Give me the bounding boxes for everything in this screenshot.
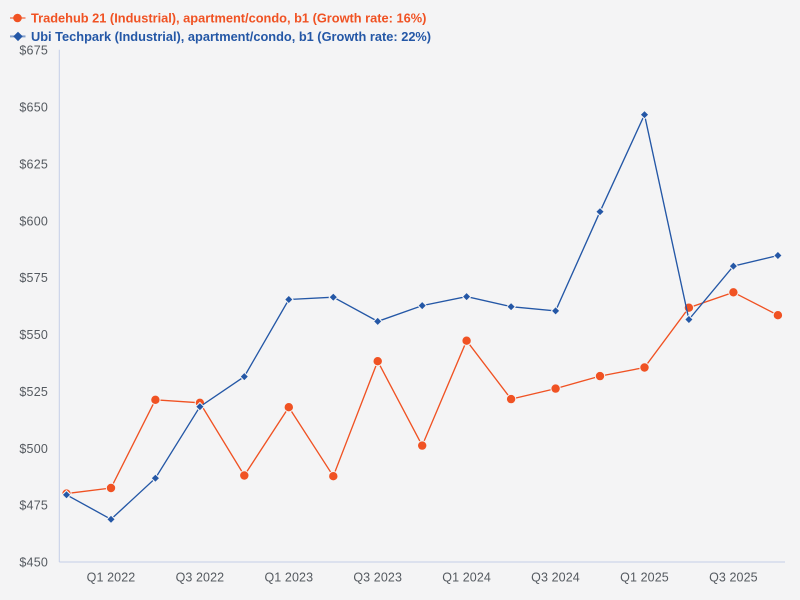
svg-text:Q1 2022: Q1 2022	[87, 571, 136, 585]
svg-text:Ubi Techpark (Industrial), apa: Ubi Techpark (Industrial), apartment/con…	[31, 29, 431, 44]
svg-text:$625: $625	[19, 157, 48, 171]
svg-text:$475: $475	[19, 499, 48, 513]
svg-text:Q3 2025: Q3 2025	[709, 571, 758, 585]
svg-text:Q3 2022: Q3 2022	[176, 571, 225, 585]
svg-text:$550: $550	[19, 328, 48, 342]
svg-text:Q1 2025: Q1 2025	[620, 571, 669, 585]
svg-text:$525: $525	[19, 385, 48, 399]
svg-text:$500: $500	[19, 442, 48, 456]
svg-text:$600: $600	[19, 214, 48, 228]
svg-text:Tradehub 21 (Industrial), apar: Tradehub 21 (Industrial), apartment/cond…	[31, 11, 426, 26]
svg-text:Q1 2024: Q1 2024	[442, 571, 491, 585]
svg-text:$575: $575	[19, 271, 48, 285]
svg-text:Q3 2023: Q3 2023	[353, 571, 402, 585]
svg-text:$675: $675	[19, 44, 48, 58]
svg-text:$650: $650	[19, 101, 48, 115]
svg-text:Q1 2023: Q1 2023	[264, 571, 313, 585]
svg-text:Q3 2024: Q3 2024	[531, 571, 580, 585]
svg-text:$450: $450	[19, 556, 48, 570]
